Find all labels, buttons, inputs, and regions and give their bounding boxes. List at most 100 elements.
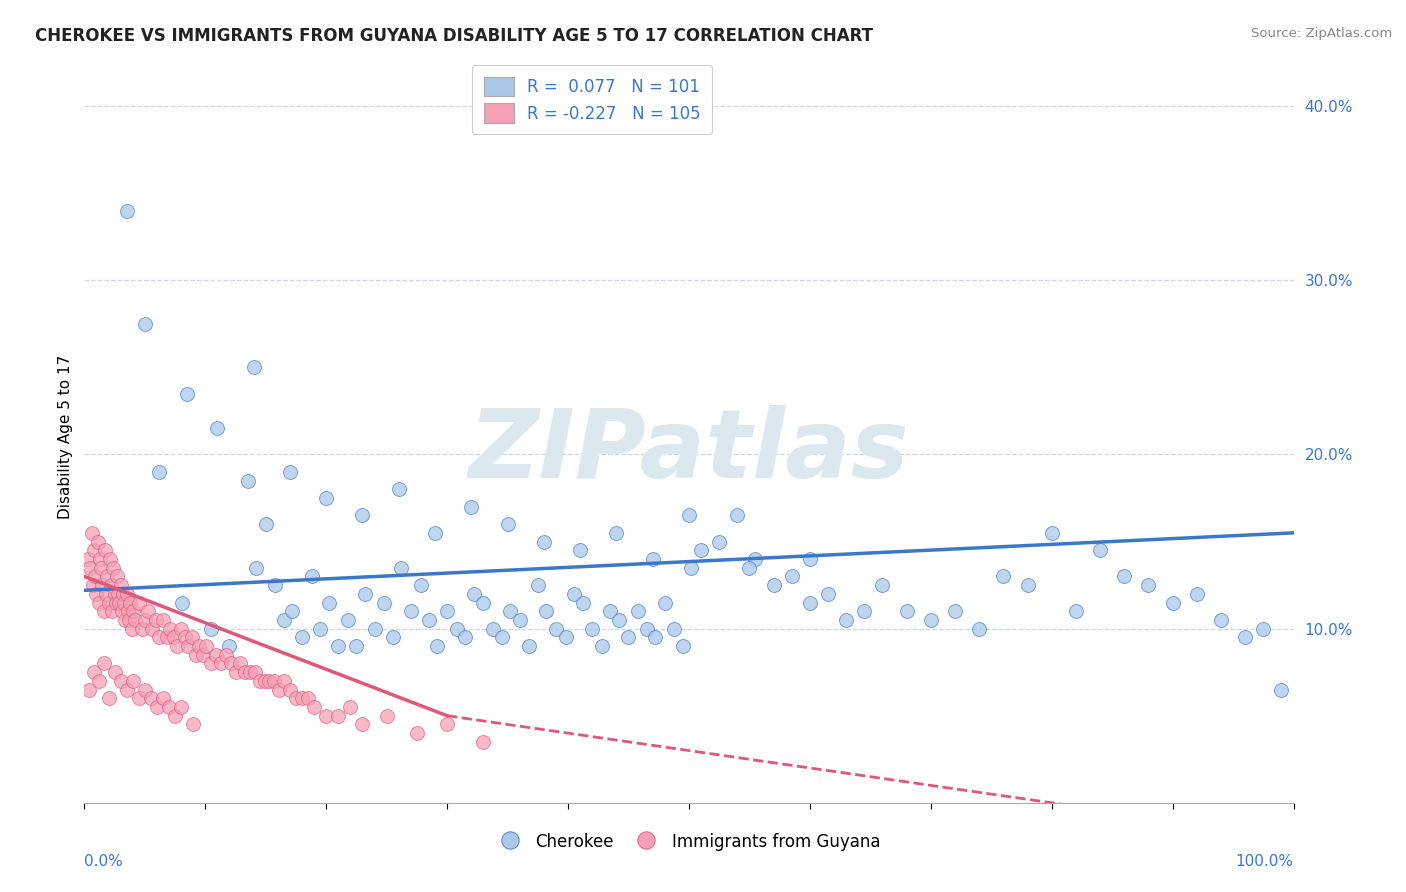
Point xyxy=(96,569,118,583)
Point xyxy=(799,595,821,609)
Point xyxy=(181,717,204,731)
Point xyxy=(363,622,385,636)
Point xyxy=(267,682,290,697)
Point xyxy=(644,631,666,645)
Point xyxy=(309,622,332,636)
Point xyxy=(273,613,295,627)
Point xyxy=(1017,578,1039,592)
Point xyxy=(853,604,876,618)
Point xyxy=(173,631,195,645)
Point xyxy=(181,631,204,645)
Point xyxy=(172,595,194,609)
Point xyxy=(80,525,103,540)
Point xyxy=(315,708,337,723)
Point xyxy=(166,639,188,653)
Point xyxy=(83,665,105,680)
Point xyxy=(145,613,167,627)
Point xyxy=(1040,525,1063,540)
Point xyxy=(354,587,377,601)
Point xyxy=(148,631,170,645)
Point xyxy=(678,508,700,523)
Point xyxy=(672,639,695,653)
Point xyxy=(315,491,337,505)
Point xyxy=(472,595,495,609)
Point xyxy=(97,595,120,609)
Point xyxy=(89,552,111,566)
Point xyxy=(318,595,340,609)
Point xyxy=(381,631,404,645)
Point xyxy=(641,552,664,566)
Point xyxy=(681,560,703,574)
Point xyxy=(591,639,613,653)
Point xyxy=(278,465,301,479)
Point xyxy=(605,525,627,540)
Point xyxy=(993,569,1015,583)
Text: 0.0%: 0.0% xyxy=(84,854,124,869)
Point xyxy=(112,587,135,601)
Point xyxy=(554,631,576,645)
Point xyxy=(263,673,285,688)
Point xyxy=(418,613,440,627)
Point xyxy=(599,604,621,618)
Point xyxy=(872,578,894,592)
Point xyxy=(1209,613,1232,627)
Point xyxy=(967,622,990,636)
Point xyxy=(115,203,138,218)
Point xyxy=(569,543,592,558)
Point xyxy=(100,578,122,592)
Point xyxy=(242,360,264,375)
Point xyxy=(82,578,104,592)
Point xyxy=(346,639,368,653)
Point xyxy=(627,604,650,618)
Point xyxy=(536,604,558,618)
Point xyxy=(128,691,150,706)
Point xyxy=(155,631,177,645)
Point xyxy=(281,604,304,618)
Point xyxy=(426,639,449,653)
Point xyxy=(654,595,676,609)
Point xyxy=(128,595,150,609)
Point xyxy=(184,648,207,662)
Point xyxy=(105,569,128,583)
Point xyxy=(253,673,276,688)
Point xyxy=(352,508,374,523)
Point xyxy=(1234,631,1257,645)
Point xyxy=(243,665,266,680)
Point xyxy=(302,700,325,714)
Point xyxy=(491,631,513,645)
Point xyxy=(121,622,143,636)
Point xyxy=(463,587,485,601)
Point xyxy=(617,631,640,645)
Point xyxy=(245,560,267,574)
Point xyxy=(259,673,281,688)
Point xyxy=(152,613,174,627)
Point xyxy=(112,595,135,609)
Point xyxy=(233,665,256,680)
Point xyxy=(264,578,287,592)
Point xyxy=(236,474,259,488)
Point xyxy=(207,421,229,435)
Point xyxy=(725,508,748,523)
Point xyxy=(110,578,132,592)
Point xyxy=(1161,595,1184,609)
Point xyxy=(77,552,100,566)
Point xyxy=(454,631,477,645)
Point xyxy=(225,665,247,680)
Point xyxy=(170,622,193,636)
Point xyxy=(399,604,422,618)
Point xyxy=(108,595,131,609)
Point xyxy=(124,613,146,627)
Point xyxy=(278,682,301,697)
Text: CHEROKEE VS IMMIGRANTS FROM GUYANA DISABILITY AGE 5 TO 17 CORRELATION CHART: CHEROKEE VS IMMIGRANTS FROM GUYANA DISAB… xyxy=(35,27,873,45)
Point xyxy=(301,569,323,583)
Point xyxy=(93,604,115,618)
Point xyxy=(328,639,350,653)
Point xyxy=(562,587,585,601)
Point xyxy=(273,673,295,688)
Point xyxy=(148,465,170,479)
Point xyxy=(336,613,359,627)
Point xyxy=(176,386,198,401)
Point xyxy=(664,622,686,636)
Point xyxy=(218,639,240,653)
Point xyxy=(1137,578,1160,592)
